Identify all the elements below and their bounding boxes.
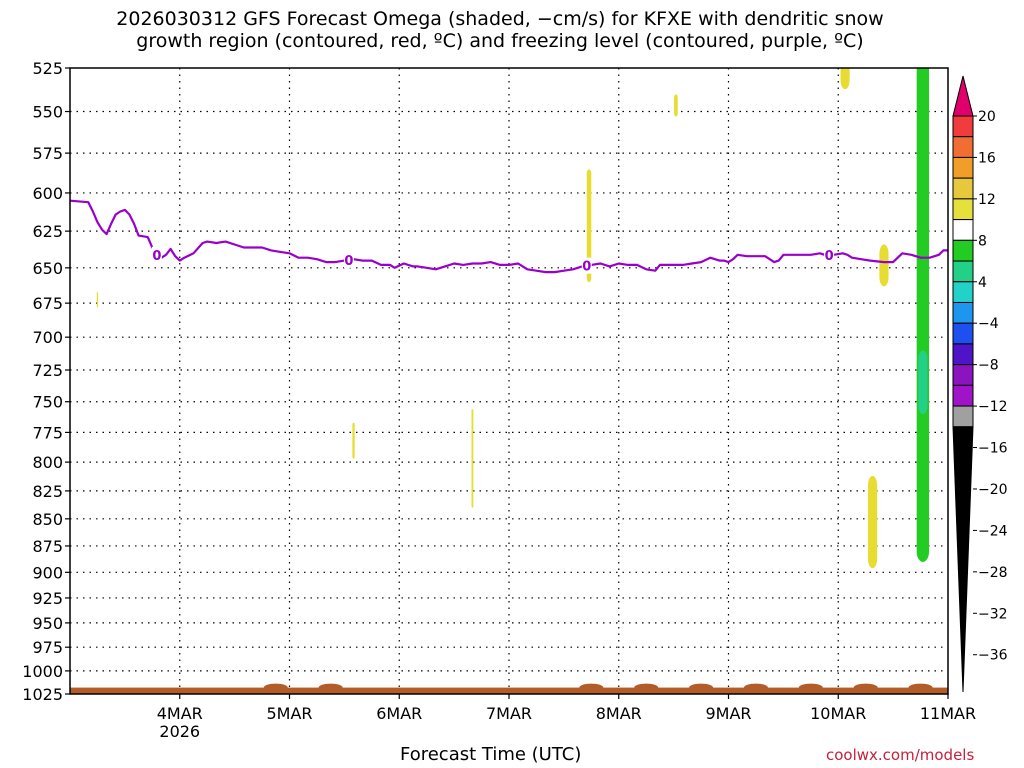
omega-shaded-region [916, 68, 930, 562]
y-tick-label: 850 [32, 510, 63, 529]
y-tick-label: 1000 [22, 662, 63, 681]
colorbar-tick-label: −20 [978, 482, 1008, 498]
title-line-2: growth region (contoured, red, ºC) and f… [136, 30, 864, 52]
colorbar-swatch [952, 115, 974, 138]
y-tick-label: 725 [32, 361, 63, 380]
y-tick-label: 925 [32, 589, 63, 608]
colorbar-tick-label: 4 [978, 275, 987, 291]
colorbar-swatch [952, 364, 974, 386]
terrain-bump [634, 683, 659, 692]
colorbar-bottom-triangle [952, 426, 974, 693]
freezing-level-label: 0 [582, 260, 591, 275]
y-tick-label: 575 [32, 144, 63, 163]
contour-label-bg [824, 246, 835, 263]
contour-label-bg [581, 257, 592, 274]
contour-label-bg [151, 246, 162, 263]
colorbar-tick-label: −12 [978, 399, 1008, 415]
x-tick-label: 10MAR [810, 704, 866, 723]
terrain-bump [579, 683, 604, 692]
y-tick-label: 775 [32, 423, 63, 442]
colorbar-swatch [952, 198, 974, 221]
colorbar-swatch [952, 384, 974, 407]
terrain-bump [689, 683, 714, 692]
terrain-bump [263, 683, 288, 692]
omega-shaded-region [471, 409, 474, 508]
colorbar-swatch [952, 281, 974, 303]
terrain-bump [798, 683, 823, 692]
freezing-level-label: 0 [152, 249, 161, 264]
terrain-bump [908, 683, 933, 692]
freezing-level-line [70, 199, 948, 274]
y-tick-label: 650 [32, 259, 63, 278]
colorbar-tick-label: −8 [978, 358, 999, 374]
colorbar-swatch [952, 322, 974, 345]
plot-layer: 0 0 0 0 [70, 68, 948, 694]
x-tick-label: 8MAR [596, 704, 642, 723]
colorbar-tick-label: −36 [978, 648, 1008, 664]
colorbar-tick-label: 20 [978, 109, 996, 125]
omega-shaded-region [586, 169, 592, 283]
freezing-level-label: 0 [344, 254, 353, 269]
omega-shaded-region [840, 68, 850, 90]
x-tick-label: 7MAR [486, 704, 532, 723]
colorbar-tick-label: −24 [978, 523, 1008, 539]
y-tick-label: 700 [32, 328, 63, 347]
colorbar-swatch [952, 177, 974, 200]
freezing-level-label: 0 [825, 249, 834, 264]
colorbar-swatch [952, 219, 974, 241]
colorbar-tick-label: 8 [978, 233, 987, 249]
terrain-bump [318, 683, 343, 692]
x-tick-label: 5MAR [266, 704, 312, 723]
y-tick-label: 1025 [22, 685, 63, 704]
title-line-1: 2026030312 GFS Forecast Omega (shaded, −… [116, 8, 884, 30]
x-tick-label: 6MAR [376, 704, 422, 723]
colorbar-tick-label: 12 [978, 192, 996, 208]
colorbar-tick-label: −4 [978, 316, 999, 332]
terrain-bump [743, 683, 768, 692]
colorbar-swatch [952, 405, 974, 428]
x-tick-label: 11MAR [920, 704, 976, 723]
y-tick-label: 900 [32, 563, 63, 582]
y-tick-label: 525 [32, 59, 63, 78]
x-axis-label: Forecast Time (UTC) [400, 744, 582, 765]
source-credit: coolwx.com/models [826, 746, 975, 764]
omega-shaded-region [867, 476, 878, 569]
colorbar-tick-label: −16 [978, 441, 1008, 457]
terrain-strip [70, 687, 948, 694]
colorbar-swatch [952, 343, 974, 366]
y-tick-label: 800 [32, 453, 63, 472]
x-tick-sublabel: 2026 [159, 722, 200, 741]
contour-label-bg [343, 251, 354, 268]
y-tick-label: 750 [32, 393, 63, 412]
omega-shaded-region [918, 350, 928, 415]
colorbar-swatch [952, 239, 974, 262]
y-tick-label: 675 [32, 294, 63, 313]
omega-shaded-region [879, 244, 889, 287]
x-tick-label: 4MAR [157, 704, 203, 723]
y-tick-label: 875 [32, 537, 63, 556]
y-tick-label: 600 [32, 184, 63, 203]
y-tick-label: 975 [32, 638, 63, 657]
colorbar-swatch [952, 301, 974, 324]
omega-shaded-region [352, 422, 355, 459]
y-tick-label: 625 [32, 222, 63, 241]
omega-shaded-region [96, 291, 99, 308]
y-tick-label: 950 [32, 614, 63, 633]
colorbar-swatch [952, 156, 974, 179]
terrain-bump [853, 683, 878, 692]
colorbar-tick-label: −28 [978, 565, 1008, 581]
colorbar-tick-label: −32 [978, 606, 1008, 622]
colorbar-top-triangle [952, 75, 974, 117]
omega-shaded-region [674, 94, 678, 117]
y-tick-label: 550 [32, 103, 63, 122]
chart-title: 2026030312 GFS Forecast Omega (shaded, −… [0, 8, 1000, 52]
colorbar-tick-label: 16 [978, 150, 996, 166]
x-tick-label: 9MAR [705, 704, 751, 723]
colorbar-swatch [952, 260, 974, 283]
colorbar-swatch [952, 136, 974, 158]
y-tick-label: 825 [32, 482, 63, 501]
